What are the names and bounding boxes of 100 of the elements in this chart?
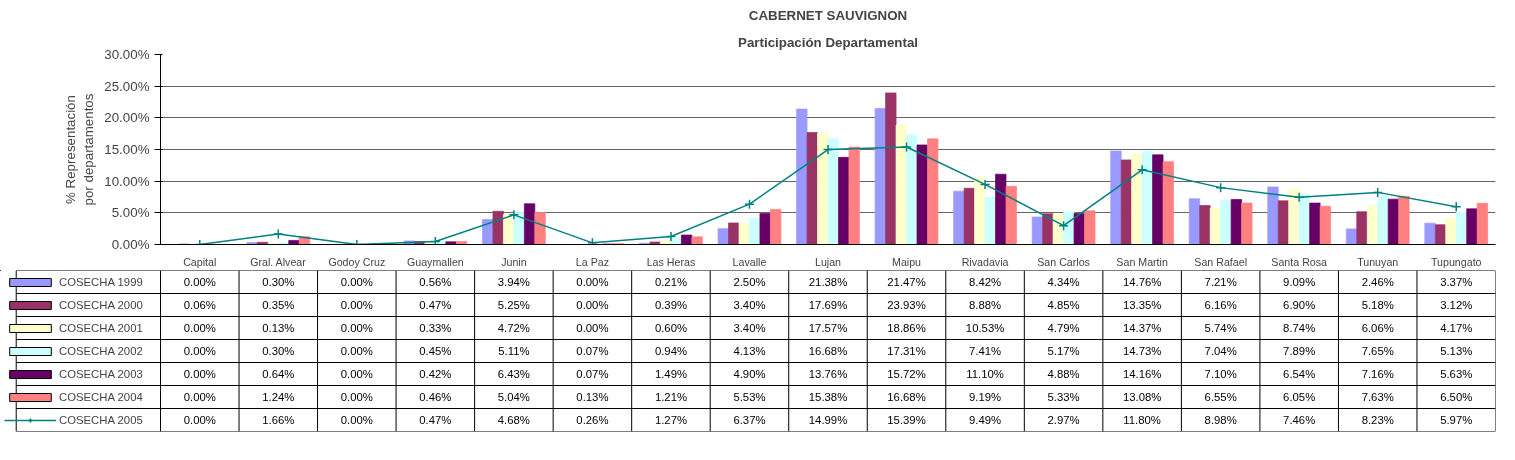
data-label: 0.00% bbox=[340, 276, 373, 288]
legend-label: COSECHA 1999 bbox=[59, 274, 143, 290]
data-label: 7.63% bbox=[1361, 391, 1394, 403]
data-label: 6.90% bbox=[1283, 299, 1316, 311]
x-tick-label: San Rafael bbox=[1194, 255, 1248, 268]
x-tick-label: San Martin bbox=[1116, 255, 1168, 268]
data-label: 0.39% bbox=[654, 299, 688, 311]
data-label: 6.54% bbox=[1283, 368, 1316, 380]
data-label: 7.65% bbox=[1361, 345, 1394, 357]
data-label: 4.90% bbox=[733, 368, 766, 380]
data-label: 1.24% bbox=[262, 391, 295, 403]
data-label: 17.57% bbox=[808, 322, 848, 334]
x-tick-label: Maipu bbox=[892, 255, 922, 268]
data-label: 21.38% bbox=[808, 276, 848, 288]
data-label: 0.21% bbox=[654, 276, 688, 288]
x-tick-label: Rivadavia bbox=[961, 255, 1009, 268]
data-label: 0.00% bbox=[576, 322, 609, 334]
data-label: 5.33% bbox=[1047, 391, 1080, 403]
data-label: 2.50% bbox=[733, 276, 766, 288]
data-label: 14.76% bbox=[1122, 276, 1162, 288]
data-label: 13.76% bbox=[808, 368, 848, 380]
data-label: 11.80% bbox=[1123, 414, 1161, 426]
x-tick-label: Las Heras bbox=[646, 255, 696, 268]
data-label: 0.26% bbox=[576, 414, 609, 426]
x-tick-label: Guaymallen bbox=[406, 255, 464, 268]
data-label: 0.00% bbox=[183, 322, 216, 334]
data-label: 0.00% bbox=[576, 276, 609, 288]
data-label: 0.07% bbox=[576, 345, 609, 357]
data-label: 1.27% bbox=[654, 414, 688, 426]
legend-label: COSECHA 2002 bbox=[59, 343, 143, 359]
data-label: 14.99% bbox=[808, 414, 848, 426]
data-label: 3.12% bbox=[1440, 299, 1473, 311]
x-tick-label: Tupungato bbox=[1430, 255, 1482, 268]
data-label: 5.63% bbox=[1440, 368, 1473, 380]
data-label: 0.00% bbox=[340, 299, 373, 311]
data-label: 15.39% bbox=[887, 414, 926, 426]
data-label: 2.46% bbox=[1361, 276, 1394, 288]
data-label: 11.10% bbox=[966, 368, 1004, 380]
data-label: 21.47% bbox=[887, 276, 926, 288]
data-label: 5.97% bbox=[1440, 414, 1473, 426]
data-label: 0.13% bbox=[576, 391, 609, 403]
data-label: 7.46% bbox=[1283, 414, 1316, 426]
data-label: 8.88% bbox=[969, 299, 1002, 311]
y-tick-label: 25.00% bbox=[104, 78, 150, 94]
x-tick-label: Godoy Cruz bbox=[328, 255, 386, 268]
data-label: 8.23% bbox=[1361, 414, 1394, 426]
data-label: 7.16% bbox=[1361, 368, 1394, 380]
data-label: 4.72% bbox=[497, 322, 530, 334]
y-axis-title: % Representación por departamentos bbox=[63, 93, 97, 206]
data-label: 0.00% bbox=[340, 414, 373, 426]
data-label: 10.53% bbox=[965, 322, 1005, 334]
x-tick-label: Gral. Alvear bbox=[250, 255, 307, 268]
y-tick-label: 30.00% bbox=[104, 47, 150, 62]
data-label: 16.68% bbox=[808, 345, 848, 357]
data-label: 5.17% bbox=[1047, 345, 1080, 357]
data-label: 4.34% bbox=[1047, 276, 1080, 288]
data-label: 0.94% bbox=[654, 345, 688, 357]
data-label: 5.74% bbox=[1204, 322, 1237, 334]
data-label: 4.85% bbox=[1047, 299, 1080, 311]
data-label: 7.10% bbox=[1204, 368, 1237, 380]
data-label: 5.11% bbox=[498, 345, 530, 357]
legend-label: COSECHA 2005 bbox=[59, 412, 143, 428]
y-tick-label: 15.00% bbox=[104, 142, 150, 157]
data-label: 0.30% bbox=[262, 345, 295, 357]
data-label: 5.25% bbox=[497, 299, 530, 311]
legend-label: COSECHA 2003 bbox=[59, 366, 143, 382]
chart-subtitle: Participación Departamental bbox=[738, 34, 919, 50]
data-label: 1.66% bbox=[262, 414, 295, 426]
x-tick-label: Lujan bbox=[814, 255, 842, 268]
data-label: 0.00% bbox=[183, 414, 216, 426]
data-label: 6.55% bbox=[1204, 391, 1237, 403]
data-label: 17.31% bbox=[887, 345, 926, 357]
data-label: 6.43% bbox=[497, 368, 530, 380]
data-label: 8.74% bbox=[1283, 322, 1316, 334]
x-tick-label: Capital bbox=[183, 255, 217, 268]
data-label: 4.17% bbox=[1440, 322, 1473, 334]
data-label: 5.04% bbox=[497, 391, 530, 403]
chart-title: CABERNET SAUVIGNON bbox=[748, 7, 908, 23]
x-tick-label: San Carlos bbox=[1037, 255, 1090, 268]
y-tick-label: 20.00% bbox=[104, 110, 150, 126]
data-label: 3.94% bbox=[497, 276, 530, 288]
data-label: 14.73% bbox=[1122, 345, 1162, 357]
y-tick-label: 0.00% bbox=[111, 237, 150, 252]
data-label: 5.53% bbox=[733, 391, 766, 403]
data-label: 6.16% bbox=[1204, 299, 1237, 311]
data-label: 0.30% bbox=[262, 276, 295, 288]
data-label: 0.07% bbox=[576, 368, 609, 380]
data-label: 0.60% bbox=[654, 322, 688, 334]
data-label: 0.64% bbox=[262, 368, 295, 380]
data-label: 7.89% bbox=[1283, 345, 1316, 357]
data-label: 8.42% bbox=[969, 276, 1002, 288]
data-label: 4.13% bbox=[733, 345, 766, 357]
data-label: 2.97% bbox=[1047, 414, 1080, 426]
data-label: 17.69% bbox=[808, 299, 848, 311]
data-label: 0.00% bbox=[183, 368, 216, 380]
x-tick-label: Lavalle bbox=[732, 255, 767, 268]
data-label: 4.68% bbox=[497, 414, 530, 426]
data-label: 14.37% bbox=[1122, 322, 1162, 334]
data-label: 23.93% bbox=[887, 299, 926, 311]
data-label: 18.86% bbox=[887, 322, 926, 334]
